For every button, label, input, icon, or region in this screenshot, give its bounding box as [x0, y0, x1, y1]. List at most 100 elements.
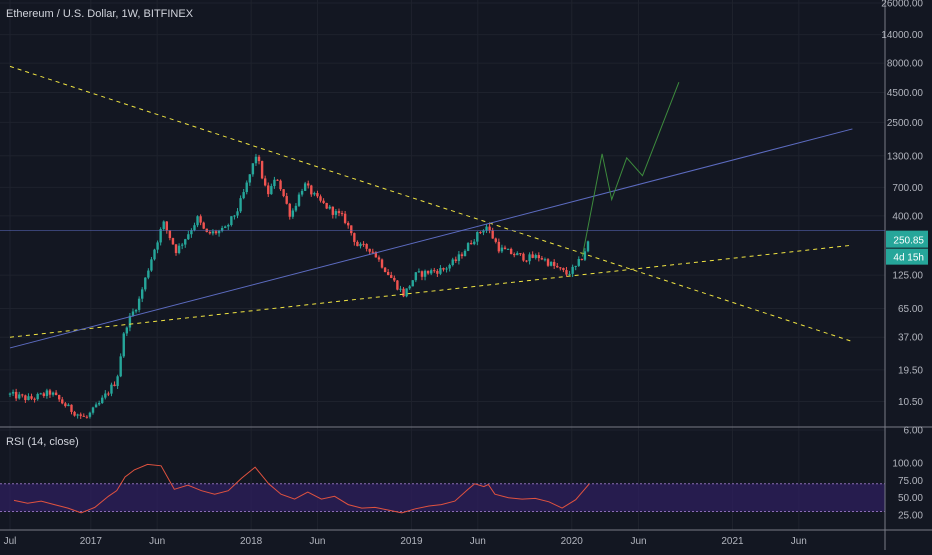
candle-body — [313, 193, 316, 195]
candle-body — [408, 286, 411, 289]
candle-body — [110, 384, 113, 394]
candle-body — [91, 407, 95, 413]
candle-body — [291, 210, 295, 217]
candle-body — [405, 288, 408, 297]
candle-body — [288, 203, 291, 217]
candle-body — [153, 249, 156, 260]
candle-body — [273, 179, 276, 187]
candle-body — [356, 241, 359, 247]
candle-body — [488, 226, 491, 231]
candle-body — [113, 384, 116, 387]
candle-body — [233, 215, 236, 217]
candle-body — [257, 156, 261, 162]
candle-body — [144, 277, 147, 290]
rsi-line — [13, 463, 590, 514]
descending-resistance-line — [9, 65, 853, 343]
candle-body — [494, 238, 497, 242]
candle-body — [48, 390, 52, 395]
candle-body — [423, 270, 427, 277]
candle-body — [436, 270, 439, 274]
candle-body — [506, 248, 510, 250]
candle-body — [73, 411, 76, 416]
candle-body — [479, 232, 482, 234]
candle-body — [190, 230, 193, 235]
candle-body — [101, 397, 104, 403]
time-tick-label: Jun — [791, 536, 807, 547]
candle-body — [350, 225, 353, 234]
candle-body — [297, 194, 301, 206]
time-tick-label: 2021 — [721, 536, 744, 547]
candle-body — [500, 247, 504, 252]
candle-body — [270, 186, 273, 195]
candle-body — [227, 225, 230, 227]
candle-body — [239, 198, 242, 212]
candle-body — [180, 244, 184, 246]
candle-body — [279, 180, 282, 190]
candle-body — [294, 205, 298, 211]
candle-body — [104, 393, 107, 398]
price-tick-label: 1300.00 — [887, 151, 924, 162]
candle-body — [125, 327, 129, 334]
candle-body — [390, 275, 393, 278]
candle-body — [134, 309, 138, 312]
candle-body — [562, 268, 565, 271]
candle-body — [340, 213, 344, 215]
candle-body — [537, 255, 541, 259]
candle-body — [331, 206, 335, 215]
candle-body — [236, 211, 239, 216]
candle-body — [64, 403, 67, 407]
candle-body — [549, 261, 553, 266]
rsi-tick-label: 75.00 — [898, 476, 923, 487]
candle-body — [285, 196, 288, 204]
candle-body — [128, 315, 132, 328]
candle-body — [267, 185, 270, 195]
candle-body — [137, 298, 141, 310]
time-tick-label: Jun — [630, 536, 646, 547]
candle-body — [556, 265, 559, 268]
candle-body — [368, 248, 371, 252]
candle-body — [97, 402, 101, 405]
candle-body — [310, 185, 313, 195]
candle-body — [469, 243, 473, 245]
candle-body — [177, 245, 181, 254]
time-tick-label: Jun — [470, 536, 486, 547]
candle-body — [224, 226, 227, 228]
last-price-tag — [886, 230, 928, 248]
candle-body — [568, 273, 571, 275]
candle-body — [362, 243, 365, 245]
candle-body — [141, 289, 144, 299]
candle-body — [586, 241, 590, 252]
candle-body — [399, 288, 402, 290]
candle-body — [45, 390, 49, 396]
time-tick-label: 2019 — [400, 536, 423, 547]
candle-body — [61, 399, 64, 404]
candle-body — [365, 244, 368, 249]
price-tick-label: 2500.00 — [887, 118, 924, 129]
candle-body — [230, 216, 233, 226]
candle-body — [122, 333, 125, 357]
time-tick-label: 2020 — [561, 536, 584, 547]
candle-body — [88, 412, 92, 417]
candle-body — [482, 230, 485, 233]
candle-body — [51, 392, 55, 395]
time-tick-label: 2017 — [80, 536, 103, 547]
candle-body — [82, 415, 85, 417]
candle-body — [263, 178, 267, 186]
candle-body — [70, 404, 73, 412]
candle-body — [217, 230, 221, 234]
candle-body — [411, 280, 414, 287]
candle-body — [583, 251, 587, 260]
price-tick-label: 125.00 — [892, 271, 923, 282]
candle-body — [307, 183, 310, 186]
price-tick-label: 8000.00 — [887, 59, 924, 70]
candle-body — [346, 222, 350, 226]
candle-body — [430, 270, 433, 274]
candle-body — [242, 192, 245, 199]
candle-body — [11, 391, 15, 394]
candle-body — [460, 254, 464, 257]
candle-body — [248, 174, 252, 183]
chart-title: Ethereum / U.S. Dollar, 1W, BITFINEX — [6, 8, 194, 20]
candle-body — [374, 251, 378, 258]
rsi-tick-label: 50.00 — [898, 493, 923, 504]
